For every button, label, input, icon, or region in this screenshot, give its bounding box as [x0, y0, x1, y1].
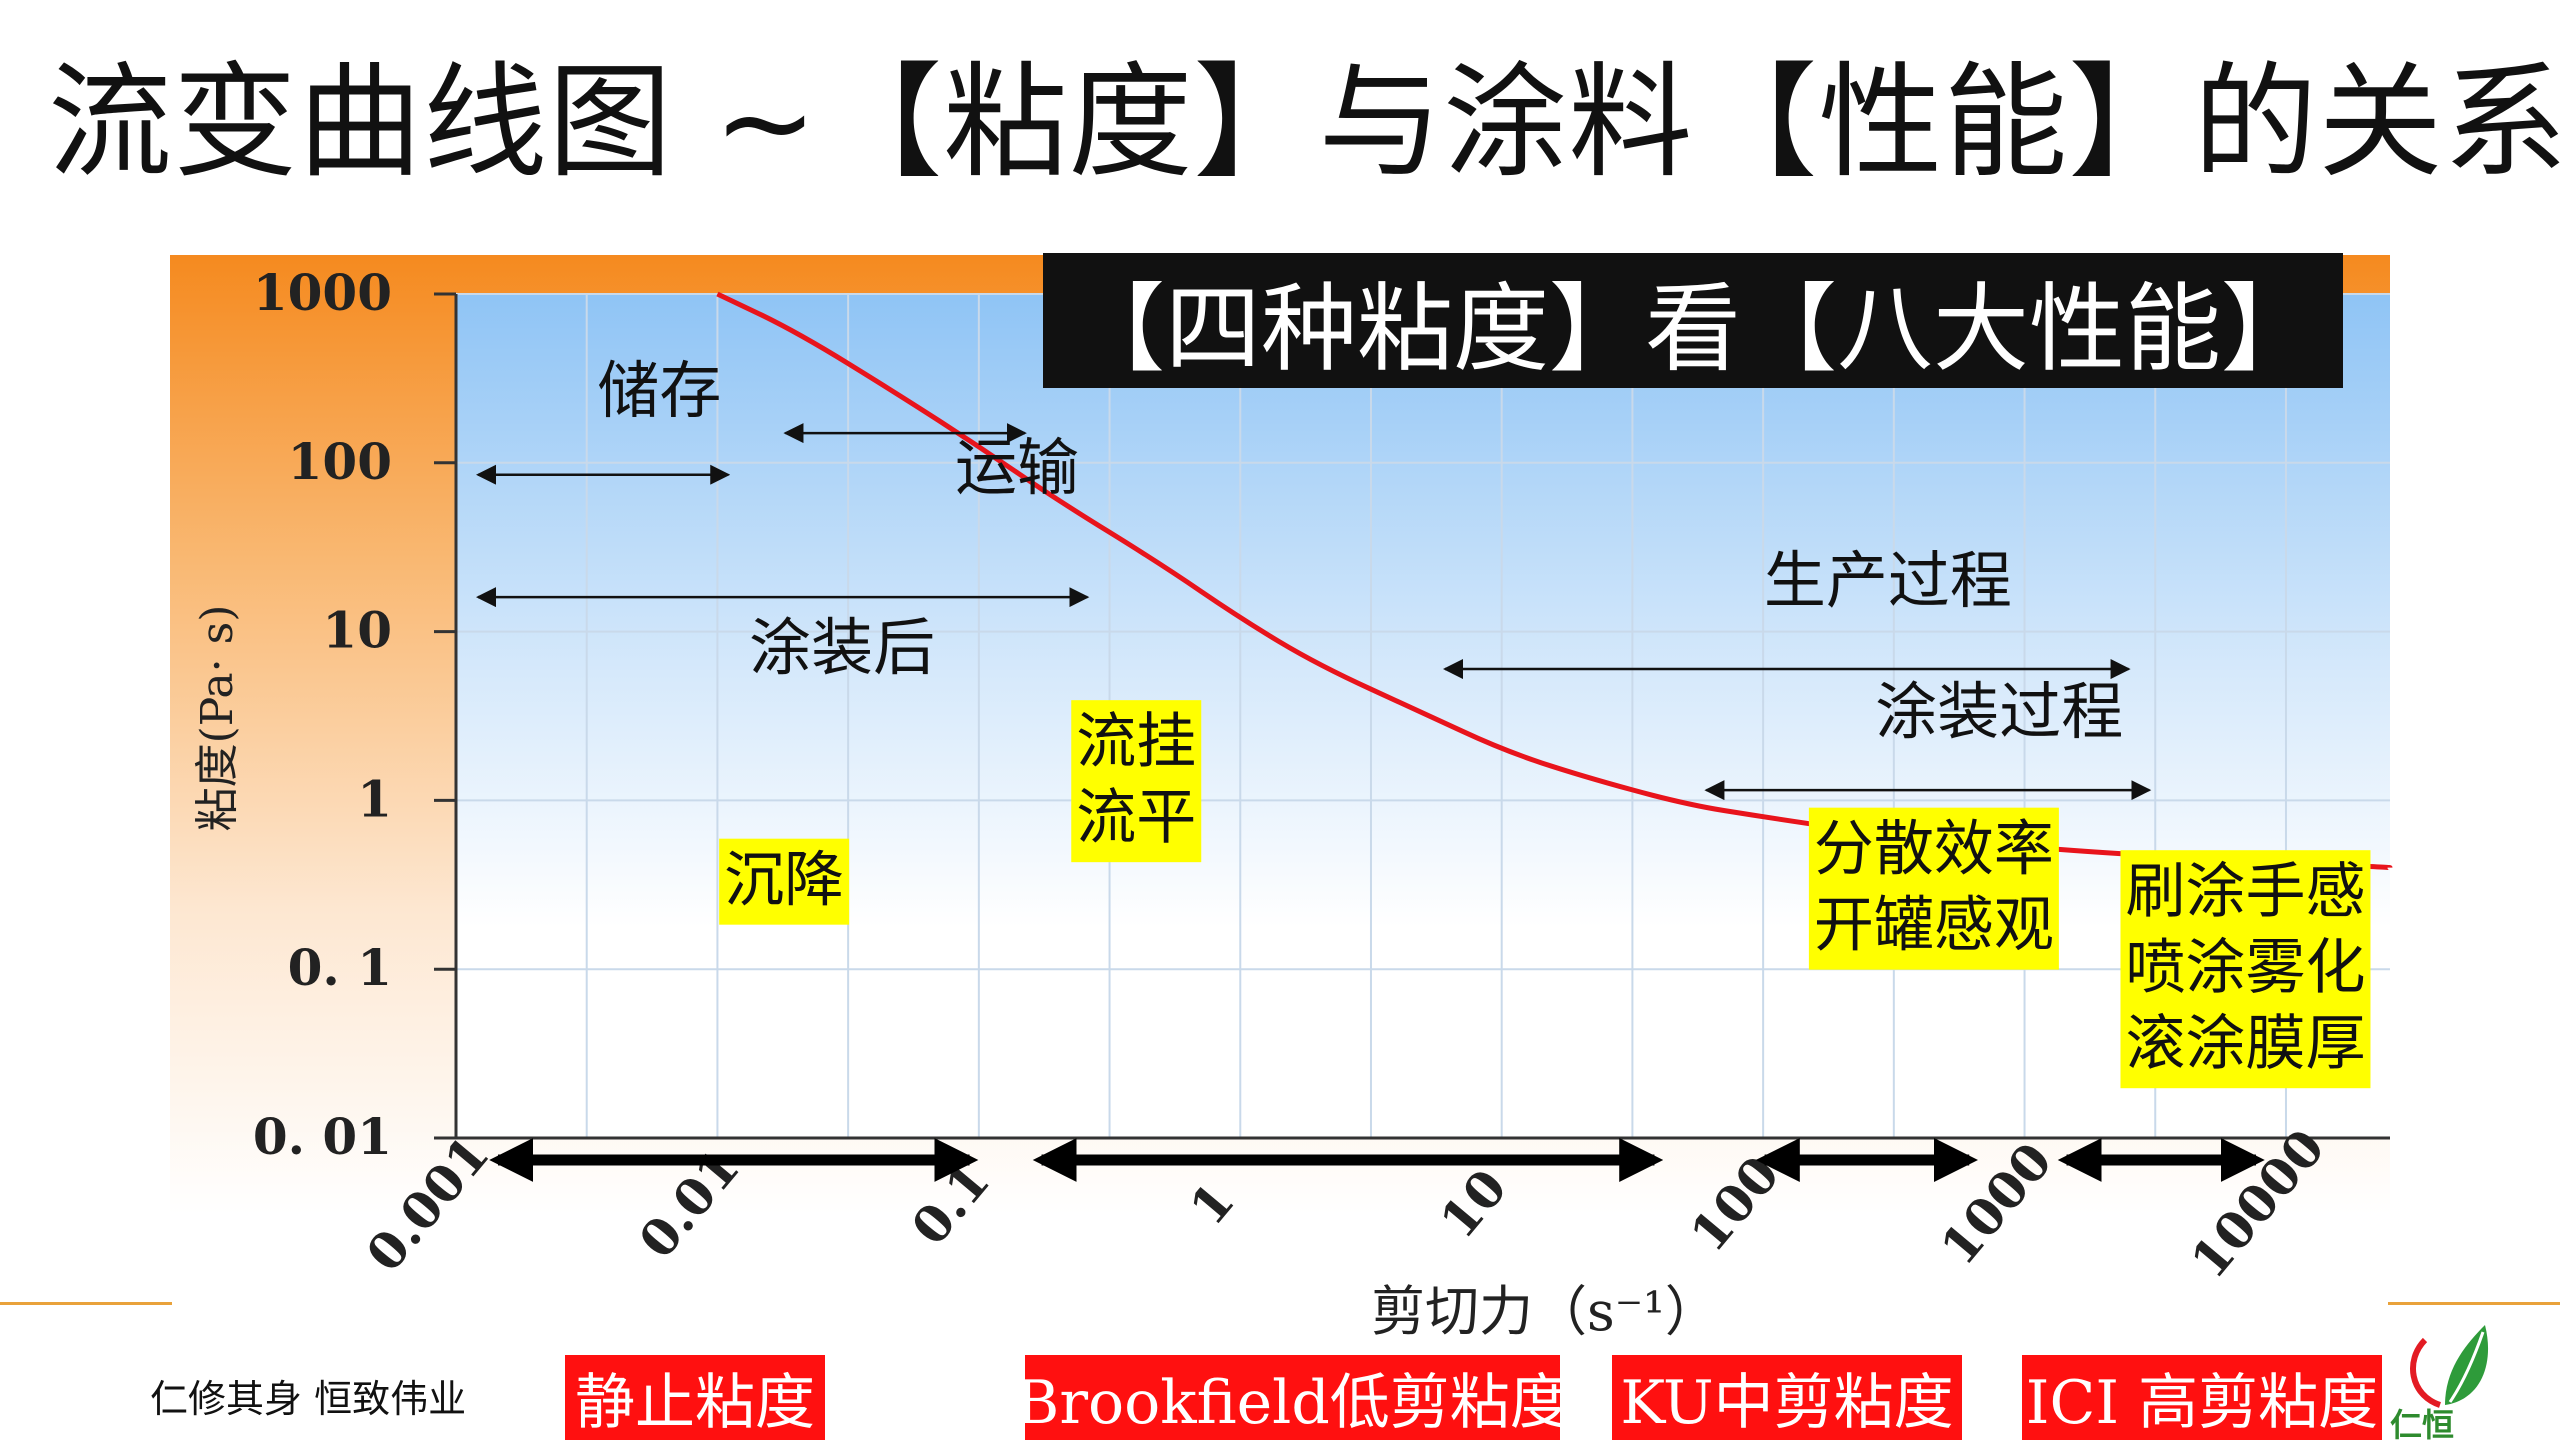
page-title: 流变曲线图 ~【粘度】与涂料【性能】的关系 [48, 51, 2560, 195]
x-tick-label: 10 [1428, 1158, 1518, 1249]
static-viscosity-label: 静止粘度 [565, 1355, 825, 1440]
divider-left [0, 1302, 172, 1305]
range-label: 运输 [955, 431, 1079, 504]
y-tick-label: 1 [357, 769, 392, 828]
y-tick-label: 10 [322, 601, 392, 660]
y-tick-label: 0. 01 [253, 1107, 392, 1166]
property-label: 开罐感观 [1814, 891, 2054, 961]
property-highlight [719, 838, 850, 925]
property-label: 流平 [1076, 783, 1196, 853]
property-label: 滚涂膜厚 [2125, 1009, 2365, 1079]
property-label: 流挂 [1076, 707, 1196, 777]
y-tick-label: 0. 1 [288, 938, 392, 997]
y-tick-label: 1000 [253, 263, 392, 322]
x-tick-label: 1 [1178, 1171, 1246, 1236]
range-label: 涂装后 [749, 611, 935, 684]
y-axis-label: 粘度(Pa· s) [192, 605, 243, 832]
plot-area [456, 294, 2390, 1138]
brookfield-viscosity-label: Brookfield低剪粘度 [1015, 1355, 1570, 1440]
x-axis-label: 剪切力（s⁻¹） [1371, 1280, 1719, 1343]
property-label: 喷涂雾化 [2125, 933, 2365, 1003]
property-label: 沉降 [724, 846, 844, 916]
ici-viscosity-label: ICI 高剪粘度 [2022, 1355, 2382, 1440]
x-tick-label: 0.1 [900, 1151, 1001, 1256]
divider-right [2388, 1302, 2560, 1305]
property-label: 刷涂手感 [2125, 857, 2365, 927]
property-highlight [1071, 700, 1202, 863]
company-logo-icon [2410, 1325, 2489, 1408]
company-logo-text: 仁恒 [2390, 1406, 2455, 1440]
property-highlight [2120, 850, 2371, 1089]
property-highlight [1808, 807, 2059, 970]
range-label: 生产过程 [1764, 544, 2012, 617]
x-tick-label: 1000 [1929, 1131, 2064, 1276]
company-motto: 仁修其身 恒致伟业 [150, 1377, 467, 1421]
ku-viscosity-label: KU中剪粘度 [1612, 1355, 1962, 1440]
range-label: 储存 [597, 354, 721, 427]
range-label: 涂装过程 [1875, 675, 2123, 748]
x-tick-label: 10000 [2179, 1118, 2336, 1289]
title-banner: 【四种粘度】看【八大性能】 [1043, 253, 2343, 388]
y-tick-label: 100 [288, 432, 392, 491]
property-label: 分散效率 [1814, 815, 2054, 885]
